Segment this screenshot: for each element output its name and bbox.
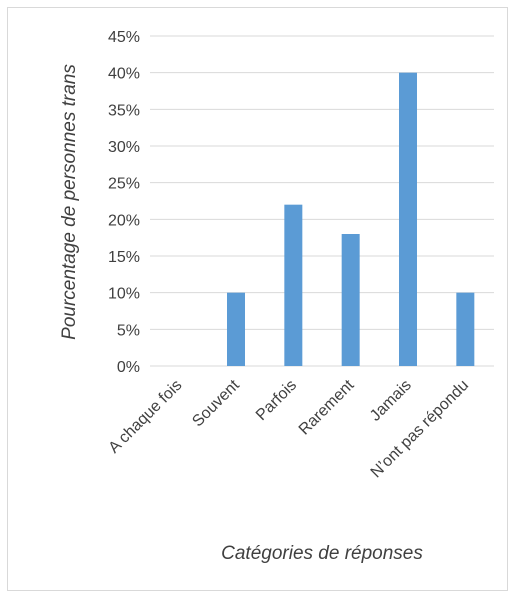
x-tick-label: Rarement (296, 376, 358, 438)
y-tick-label: 5% (117, 322, 140, 339)
bar-2 (284, 204, 303, 366)
bar-1 (227, 292, 245, 366)
y-tick-label: 40% (108, 66, 140, 83)
y-tick-label: 25% (108, 176, 140, 193)
y-tick-label: 20% (108, 212, 140, 229)
y-tick-label: 0% (117, 359, 140, 376)
x-tick-label: Parfois (253, 377, 300, 424)
y-tick-labels: 0% 5% 10% 15% 20% 25% 30% 35% 40% 45% (108, 29, 140, 376)
y-tick-label: 10% (108, 286, 140, 303)
bars (227, 72, 475, 367)
y-tick-label: 30% (108, 139, 140, 156)
y-tick-label: 45% (108, 29, 140, 46)
bar-3 (341, 234, 360, 366)
y-tick-label: 35% (108, 102, 140, 119)
x-tick-label: N’ont pas répondu (368, 377, 472, 481)
bar-4 (399, 72, 417, 367)
x-tick-label: Souvent (189, 376, 243, 430)
bar-5 (456, 292, 475, 366)
chart-frame (7, 7, 508, 591)
y-tick-label: 15% (108, 249, 140, 266)
x-tick-label: Jamais (367, 377, 415, 425)
x-axis-title: Catégories de réponses (221, 543, 423, 564)
y-axis-title: Pourcentage de personnes trans (59, 64, 80, 340)
x-tick-label: A chaque fois (106, 377, 186, 457)
gridlines (150, 35, 494, 367)
